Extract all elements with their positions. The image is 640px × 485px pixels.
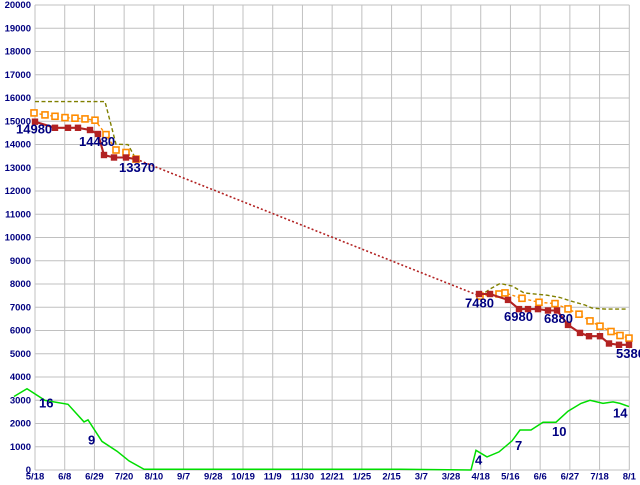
svg-text:1000: 1000 (10, 442, 31, 453)
svg-text:8000: 8000 (10, 279, 31, 290)
svg-text:14980: 14980 (16, 122, 52, 137)
svg-text:3/28: 3/28 (442, 472, 461, 481)
svg-text:4/18: 4/18 (471, 472, 490, 481)
svg-text:4: 4 (475, 452, 483, 467)
svg-text:14: 14 (613, 406, 628, 421)
svg-text:16000: 16000 (5, 93, 31, 104)
svg-text:6/8: 6/8 (58, 472, 71, 481)
svg-text:8/1: 8/1 (623, 472, 637, 481)
svg-text:3/7: 3/7 (415, 472, 428, 481)
svg-text:7: 7 (515, 438, 522, 453)
svg-text:12/21: 12/21 (320, 472, 344, 481)
svg-text:12000: 12000 (5, 186, 31, 197)
svg-text:9/7: 9/7 (177, 472, 190, 481)
svg-text:6980: 6980 (504, 309, 533, 324)
svg-text:5/16: 5/16 (501, 472, 520, 481)
svg-text:9/28: 9/28 (204, 472, 223, 481)
svg-text:13370: 13370 (119, 160, 155, 175)
svg-text:5380: 5380 (616, 346, 640, 361)
svg-text:18000: 18000 (5, 47, 31, 58)
svg-text:9000: 9000 (10, 256, 31, 267)
svg-text:4000: 4000 (10, 372, 31, 383)
svg-text:5/18: 5/18 (26, 472, 45, 481)
svg-text:7480: 7480 (465, 296, 494, 311)
svg-text:20000: 20000 (5, 0, 31, 11)
svg-text:10000: 10000 (5, 233, 31, 244)
svg-text:11/9: 11/9 (264, 472, 282, 481)
svg-text:6000: 6000 (10, 326, 31, 337)
svg-text:6/6: 6/6 (534, 472, 547, 481)
svg-text:19000: 19000 (5, 23, 31, 34)
svg-text:2000: 2000 (10, 419, 31, 430)
svg-text:6/27: 6/27 (561, 472, 580, 481)
svg-text:14000: 14000 (5, 140, 31, 151)
svg-text:16: 16 (39, 396, 53, 411)
svg-text:7000: 7000 (10, 302, 31, 313)
svg-text:1/25: 1/25 (353, 472, 372, 481)
svg-text:13000: 13000 (5, 163, 31, 174)
svg-text:6880: 6880 (544, 311, 573, 326)
svg-text:5000: 5000 (10, 349, 31, 360)
svg-text:14480: 14480 (79, 134, 115, 149)
svg-text:17000: 17000 (5, 70, 31, 81)
svg-text:2/15: 2/15 (382, 472, 401, 481)
svg-text:10: 10 (552, 424, 566, 439)
svg-text:6/29: 6/29 (85, 472, 104, 481)
svg-text:10/19: 10/19 (231, 472, 255, 481)
svg-text:8/10: 8/10 (145, 472, 164, 481)
svg-text:7/20: 7/20 (115, 472, 134, 481)
svg-text:11/30: 11/30 (291, 472, 314, 481)
svg-text:7/18: 7/18 (590, 472, 609, 481)
svg-text:3000: 3000 (10, 395, 31, 406)
svg-text:11000: 11000 (5, 209, 31, 220)
svg-text:9: 9 (88, 433, 95, 448)
